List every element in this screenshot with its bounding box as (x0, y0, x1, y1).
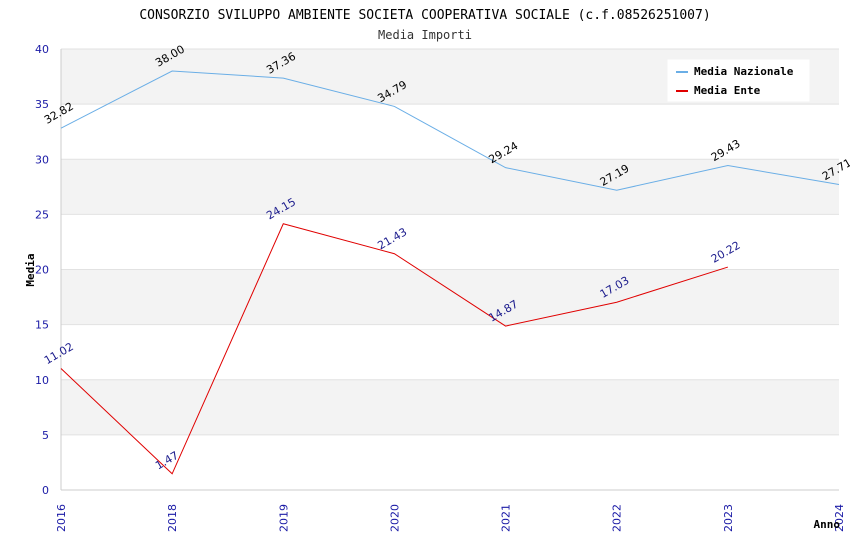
x-tick-label: 2019 (277, 504, 290, 532)
x-tick-label: 2020 (388, 504, 401, 532)
plot-background (61, 49, 839, 490)
plot-band (61, 214, 839, 270)
y-tick-label: 0 (42, 484, 49, 497)
legend-box (667, 59, 810, 102)
plot-band (61, 434, 839, 490)
y-tick-label: 10 (35, 374, 49, 387)
chart-subtitle: Media Importi (378, 28, 472, 42)
y-tick-label: 5 (42, 429, 49, 442)
plot-band (61, 324, 839, 380)
legend-label: Media Ente (694, 84, 761, 97)
y-tick-label: 35 (35, 98, 49, 111)
x-tick-label: 2023 (722, 504, 735, 532)
plot-band (61, 269, 839, 325)
y-tick-label: 25 (35, 208, 49, 221)
legend: Media Nazionale Media Ente (667, 59, 810, 102)
series-line-media-ente (60, 223, 729, 475)
x-tick-label: 2022 (611, 504, 624, 532)
legend-label: Media Nazionale (694, 65, 794, 78)
y-tick-label: 40 (35, 43, 49, 56)
plot-band (61, 104, 839, 160)
series-line-media-nazionale (60, 70, 840, 191)
x-axis-label: Anno (814, 518, 841, 531)
axes (60, 49, 839, 491)
y-tick-label: 15 (35, 319, 49, 332)
y-tick-label: 30 (35, 153, 49, 166)
series-lines (60, 70, 840, 475)
y-axis-label: Media (24, 253, 37, 286)
x-tick-label: 2021 (500, 504, 513, 532)
x-tick-labels: 2016 2018 2019 2020 2021 2022 2023 2024 (55, 504, 846, 532)
plot-band (61, 379, 839, 435)
y-tick-labels: 0 5 10 15 20 25 30 35 40 (35, 43, 49, 497)
x-tick-label: 2024 (833, 504, 846, 532)
x-tick-label: 2018 (166, 504, 179, 532)
x-tick-label: 2016 (55, 504, 68, 532)
plot-band (61, 159, 839, 215)
y-tick-label: 20 (35, 264, 49, 277)
chart-title: CONSORZIO SVILUPPO AMBIENTE SOCIETA COOP… (139, 8, 710, 23)
